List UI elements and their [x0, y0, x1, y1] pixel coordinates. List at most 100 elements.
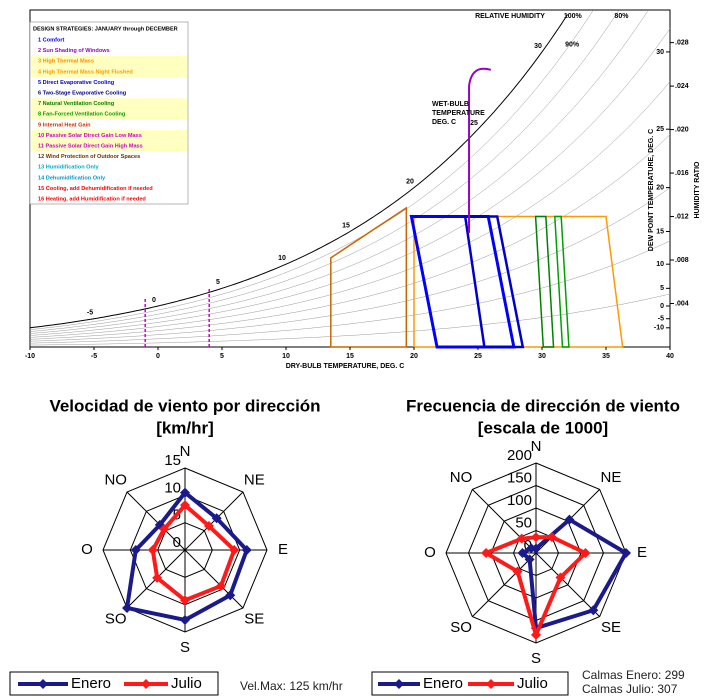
category-label: E: [637, 544, 647, 561]
x-tick-label: 5: [220, 353, 224, 360]
dew-point-axis-label: DEW POINT TEMPERATURE, DEG. C: [648, 129, 655, 251]
strategy-item: 6 Two-Stage Evaporative Cooling: [38, 90, 127, 96]
strategy-item: 10 Passive Solar Direct Gain Low Mass: [38, 133, 142, 139]
series-marker: [180, 595, 190, 606]
category-label: N: [180, 443, 191, 460]
spoke: [126, 491, 186, 551]
strategy-item: 14 Dehumidification Only: [38, 175, 106, 181]
strategy-item: 3 High Thermal Mass: [38, 59, 94, 65]
rh-curve: [29, 240, 671, 344]
strategy-item: 2 Sun Shading of Windows: [38, 48, 110, 54]
category-label: SE: [601, 619, 621, 636]
series-marker: [130, 545, 141, 555]
rh-curve: [29, 14, 569, 329]
rh-curve: [29, 11, 648, 334]
dew-point-tick-label: -5: [658, 316, 664, 323]
category-label: N: [531, 438, 542, 455]
series-marker: [215, 580, 226, 591]
x-tick-label: -10: [25, 353, 35, 360]
category-label: NO: [104, 472, 127, 489]
strategy-item: 7 Natural Ventilation Cooling: [38, 101, 115, 107]
zone-evaporative: [463, 215, 525, 349]
spoke: [535, 552, 600, 617]
rh-tick-label: 80%: [614, 13, 629, 20]
spoke: [472, 489, 537, 554]
chart-subtitle: [km/hr]: [156, 418, 214, 437]
wet-bulb-tick-label: 30: [534, 43, 542, 50]
category-label: NE: [244, 472, 265, 489]
dew-point-tick-label: -10: [654, 325, 664, 332]
zone-fan-ventilation: [554, 215, 570, 348]
strategy-highlight: [31, 66, 187, 78]
dew-point-tick-label: 0: [660, 303, 664, 310]
series-marker: [524, 554, 535, 565]
x-tick-label: 25: [474, 353, 482, 360]
series-marker: [512, 566, 523, 577]
rh-curve: [29, 81, 671, 338]
x-tick-label: 40: [666, 353, 674, 360]
series-marker: [241, 545, 252, 555]
legend-label: Enero: [71, 675, 111, 692]
dew-point-tick-label: 25: [656, 126, 664, 133]
strategy-highlight: [31, 108, 187, 120]
y2-tick-label: .008: [675, 257, 689, 264]
category-label: NE: [601, 469, 622, 486]
x-tick-label: 15: [346, 353, 354, 360]
wet-bulb-tick-label: -5: [87, 310, 93, 317]
strategy-item: 9 Internal Heat Gain: [38, 122, 91, 128]
dew-point-tick-label: 5: [660, 285, 664, 292]
series-marker: [564, 514, 575, 525]
category-label: S: [531, 650, 541, 667]
x-tick-label: 35: [602, 353, 610, 360]
series-marker: [588, 605, 599, 616]
wet-bulb-tick-label: 15: [342, 222, 350, 229]
zone-ventilation: [534, 215, 555, 348]
series-marker: [203, 521, 214, 532]
strategy-highlight: [31, 130, 187, 141]
category-label: SO: [450, 619, 472, 636]
series-marker: [229, 545, 240, 555]
r-tick-label: 200: [507, 447, 532, 464]
series-marker: [211, 513, 222, 524]
wet-bulb-tick-label: 25: [470, 120, 478, 127]
wet-bulb-tick-label: 0: [152, 297, 156, 304]
rh-tick-label: 90%: [565, 42, 580, 49]
spoke: [184, 549, 244, 609]
strategy-item: 16 Heating, add Humidification if needed: [38, 196, 146, 202]
series-marker: [152, 572, 163, 583]
x-tick-label: 20: [410, 353, 418, 360]
series-marker: [225, 590, 236, 601]
category-label: O: [81, 541, 93, 558]
legend-label: Enero: [423, 675, 463, 692]
zone-internal-gain: [330, 206, 408, 348]
legend-marker: [141, 679, 151, 689]
chart-title: Velocidad de viento por dirección: [49, 396, 320, 415]
annotation: Vel.Max: 125 km/hr: [240, 679, 343, 693]
r-tick-label: 10: [164, 479, 181, 496]
spoke: [472, 552, 537, 617]
series-marker: [122, 602, 133, 613]
strategy-highlight: [31, 140, 187, 152]
spoke: [184, 491, 244, 551]
rh-curve: [29, 28, 671, 336]
series-marker: [526, 543, 537, 554]
x-tick-label: -5: [91, 353, 97, 360]
x-tick-label: 10: [282, 353, 290, 360]
series-marker: [180, 500, 190, 511]
y2-tick-label: .016: [675, 170, 689, 177]
series-marker: [555, 572, 566, 583]
legend-label: Julio: [171, 675, 202, 692]
y2-axis-label: HUMIDITY RATIO: [694, 161, 701, 218]
legend-marker: [38, 679, 48, 689]
series-marker: [147, 545, 158, 555]
strategy-item: 15 Cooling, add Dehumidification if need…: [38, 186, 153, 192]
series-marker: [180, 487, 190, 498]
rh-curve: [29, 293, 671, 346]
r-tick-label: 150: [507, 469, 532, 486]
y2-tick-label: .020: [675, 126, 689, 133]
annotation: Calmas Julio: 307: [582, 682, 678, 696]
wet-bulb-tick-label: 5: [216, 279, 220, 286]
series-marker: [516, 533, 527, 544]
y2-tick-label: .024: [675, 83, 689, 90]
x-tick-label: 30: [538, 353, 546, 360]
